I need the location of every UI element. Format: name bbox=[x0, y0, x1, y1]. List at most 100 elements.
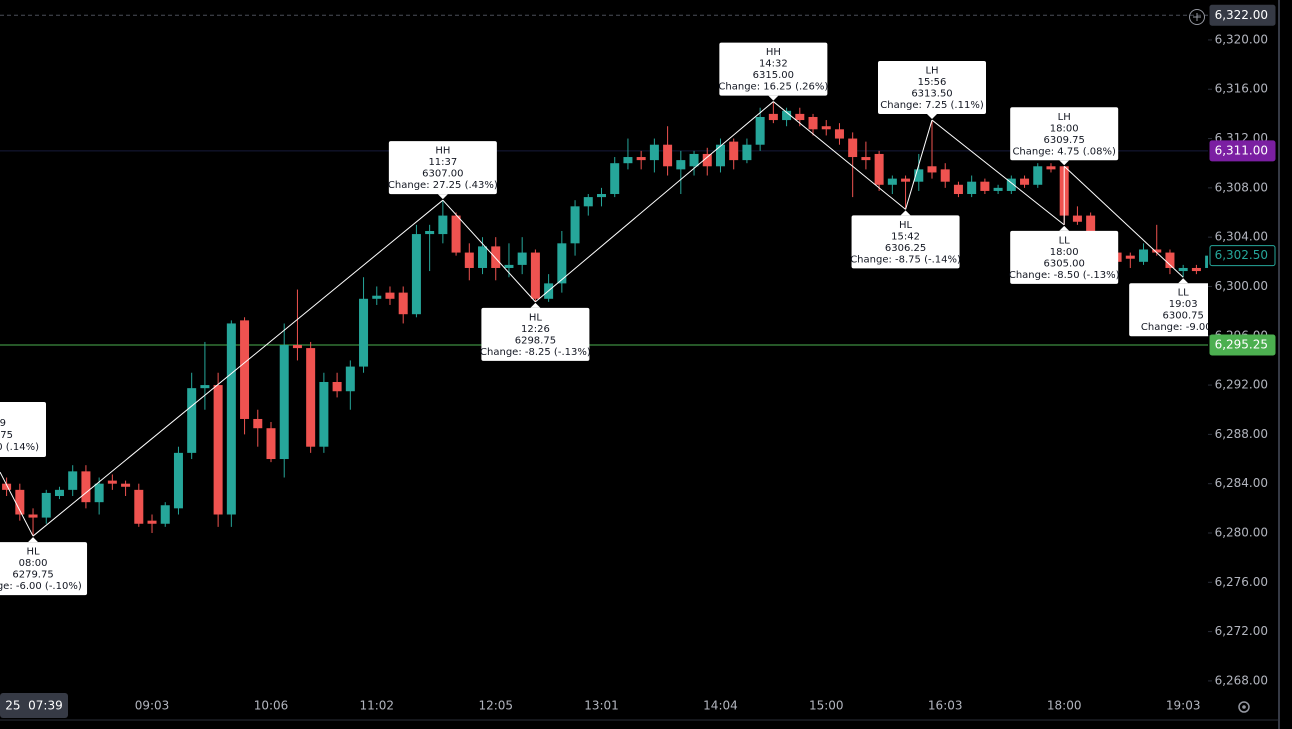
swing-text: 18:00 bbox=[1050, 247, 1079, 258]
swing-text: Change: 27.25 (.43%) bbox=[388, 180, 498, 191]
swing-text: HH bbox=[435, 146, 450, 157]
candle-body bbox=[160, 505, 170, 524]
candle-body bbox=[504, 264, 514, 268]
candle-body bbox=[848, 138, 858, 158]
crosshair-icon[interactable] bbox=[1189, 9, 1205, 25]
settings-button[interactable] bbox=[1238, 701, 1250, 713]
swing-text: HL bbox=[529, 312, 543, 323]
y-tick-label: 6,300.00 bbox=[1215, 279, 1268, 293]
swing-text: 6313.50 bbox=[911, 89, 952, 100]
candle-body bbox=[134, 489, 144, 524]
x-tick-label: 10:06 bbox=[254, 699, 289, 713]
x-tick-label: 15:00 bbox=[809, 699, 844, 713]
candle-body bbox=[782, 110, 792, 121]
swing-text: ange: -6.00 (-.10%) bbox=[0, 581, 82, 592]
swing-text: 15:56 bbox=[918, 77, 947, 88]
candle-body bbox=[993, 187, 1003, 191]
candle-body bbox=[213, 385, 223, 515]
candle-body bbox=[200, 385, 210, 389]
swing-pointer bbox=[530, 302, 541, 308]
x-tick-label: 18:00 bbox=[1047, 699, 1082, 713]
candle-body bbox=[1072, 215, 1082, 222]
price-tag bbox=[1209, 140, 1276, 162]
candle-body bbox=[755, 116, 765, 145]
candle-body bbox=[464, 252, 474, 268]
settings-icon[interactable] bbox=[1238, 701, 1250, 713]
swing-pointer bbox=[900, 210, 911, 216]
swing-box bbox=[1010, 107, 1119, 161]
y-tick-label: 6,280.00 bbox=[1215, 525, 1268, 539]
candle-body bbox=[147, 520, 157, 524]
candle-body bbox=[557, 243, 567, 284]
swing-box bbox=[1129, 283, 1208, 337]
candle-body bbox=[927, 166, 937, 173]
swing-text: HL bbox=[26, 547, 40, 558]
candle-body bbox=[1165, 252, 1175, 268]
candle-body bbox=[834, 129, 844, 139]
y-tick-label: 6,308.00 bbox=[1215, 180, 1268, 194]
swing-text: 6298.75 bbox=[515, 335, 556, 346]
x-tick-label: 11:02 bbox=[359, 699, 394, 713]
candle-body bbox=[81, 471, 91, 503]
x-tick-label: 12:05 bbox=[478, 699, 513, 713]
swing-text: HL bbox=[899, 220, 913, 231]
swing-text: 75 bbox=[0, 430, 13, 441]
swing-text: 6306.25 bbox=[885, 243, 926, 254]
crosshair-time: 25 07:39 bbox=[5, 699, 62, 713]
candle-body bbox=[398, 292, 408, 315]
candle-body bbox=[729, 141, 739, 161]
candle-body bbox=[530, 252, 540, 299]
swing-line bbox=[773, 101, 906, 210]
candle-body bbox=[808, 116, 818, 130]
candle-body bbox=[517, 252, 527, 265]
candle-body bbox=[240, 320, 250, 419]
candle-body bbox=[901, 178, 911, 182]
candle-body bbox=[1125, 255, 1135, 259]
swing-line bbox=[32, 199, 444, 537]
swing-text: 6307.00 bbox=[422, 169, 463, 180]
swing-text: 6309.75 bbox=[1044, 135, 1085, 146]
swing-line bbox=[535, 101, 774, 303]
swing-box bbox=[719, 42, 828, 96]
candle-body bbox=[266, 428, 276, 460]
candle-body bbox=[253, 418, 263, 429]
candle-body bbox=[1086, 215, 1096, 238]
candle-body bbox=[742, 144, 752, 161]
swing-text: 18:00 bbox=[1050, 123, 1079, 134]
price-tag bbox=[1209, 334, 1276, 356]
swing-text: HH bbox=[766, 47, 781, 58]
crosshair-time-box bbox=[0, 693, 68, 718]
candle-body bbox=[319, 381, 329, 447]
swing-text: Change: 16.25 (.26%) bbox=[718, 82, 828, 93]
swing-pointer bbox=[28, 537, 39, 543]
swing-box bbox=[0, 402, 46, 457]
y-tick-label: 6,304.00 bbox=[1215, 230, 1268, 244]
candle-body bbox=[967, 181, 977, 195]
crosshair-button[interactable] bbox=[1189, 9, 1205, 25]
candle-body bbox=[887, 178, 897, 185]
price-axis: 6,268.00 6,272.00 6,276.00 6,280.00 6,284.00… bbox=[1208, 4, 1276, 687]
y-tick-label: 6,272.00 bbox=[1215, 624, 1268, 638]
x-tick-label: 14:04 bbox=[703, 699, 738, 713]
candle-body bbox=[623, 157, 633, 164]
candle-body bbox=[438, 215, 448, 235]
candle-body bbox=[768, 113, 778, 121]
swing-text: 14:32 bbox=[759, 59, 788, 70]
y-tick-label: 6,320.00 bbox=[1215, 32, 1268, 46]
swing-text: 12:26 bbox=[521, 324, 550, 335]
y-tick-label: 6,268.00 bbox=[1215, 673, 1268, 687]
swing-text: Change: -8.50 (-.13%) bbox=[1009, 270, 1120, 281]
candle-body bbox=[332, 381, 342, 392]
swing-text: 6315.00 bbox=[753, 70, 794, 81]
candle-body bbox=[570, 206, 580, 244]
candle-body bbox=[1020, 178, 1030, 185]
candle-body bbox=[68, 471, 78, 490]
candle-body bbox=[411, 234, 421, 315]
candle-body bbox=[1178, 267, 1188, 272]
